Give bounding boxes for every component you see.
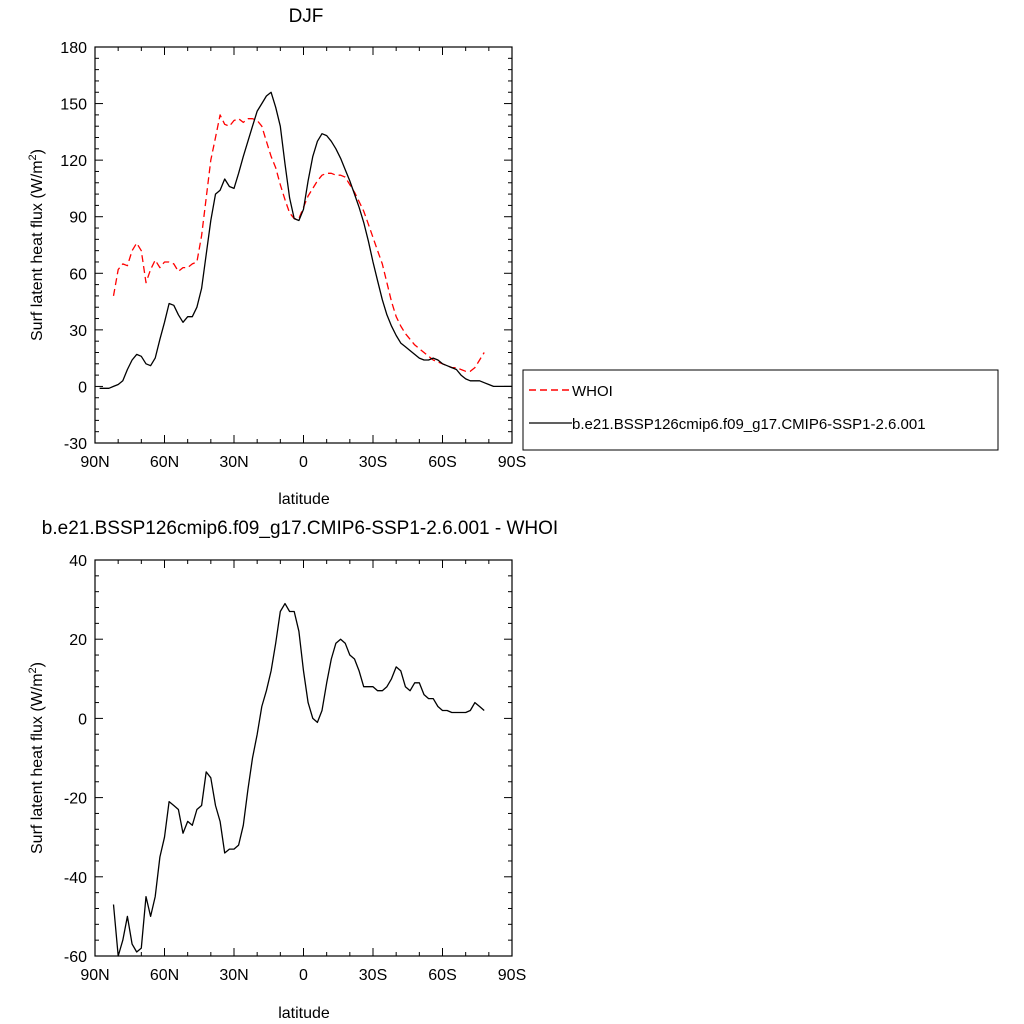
top-y-axis-label-superscript: 2 <box>27 154 39 160</box>
legend-label-model: b.e21.BSSP126cmip6.f09_g17.CMIP6-SSP1-2.… <box>572 416 926 433</box>
bottom-ytick-label: -40 <box>64 870 87 887</box>
top-plot-frame <box>94 46 513 444</box>
bottom-ytick-label: -20 <box>64 791 87 808</box>
bottom-axis-ticks: 90N 60N 30N 0 30S 60S 90S -60 -40 -20 0 20 40 <box>64 553 526 984</box>
bottom-y-axis-label-close: ) <box>29 662 46 667</box>
top-xtick-label: 60N <box>150 454 179 471</box>
bottom-panel: b.e21.BSSP126cmip6.f09_g17.CMIP6-SSP1-2.… <box>27 518 558 1022</box>
bottom-ytick-label: -60 <box>64 949 87 966</box>
bottom-xtick-label: 60N <box>150 967 179 984</box>
bottom-ytick-label: 20 <box>69 632 87 649</box>
legend: WHOI b.e21.BSSP126cmip6.f09_g17.CMIP6-SS… <box>522 369 999 451</box>
top-axis-ticks: 90N 60N 30N 0 30S 60S 90S -30 0 30 60 90 120 150 180 <box>60 40 526 471</box>
top-panel: DJF 90N 60N 30N 0 30S 60S 90S -30 0 30 60 90 120 150 1… <box>27 6 999 508</box>
bottom-y-axis-label: Surf latent heat flux (W/m2) <box>27 662 46 854</box>
top-xtick-label: 0 <box>299 454 308 471</box>
top-y-axis-label-text: Surf latent heat flux (W/m <box>29 160 46 341</box>
top-ytick-label: 60 <box>69 266 87 283</box>
bottom-y-axis-label-text: Surf latent heat flux (W/m <box>29 673 46 854</box>
top-series-line-1 <box>99 91 512 389</box>
top-series-group <box>99 91 512 389</box>
bottom-chart-title: b.e21.BSSP126cmip6.f09_g17.CMIP6-SSP1-2.… <box>42 518 558 539</box>
bottom-xtick-label: 30N <box>219 967 248 984</box>
legend-box <box>522 369 999 451</box>
bottom-ytick-label: 0 <box>78 711 87 728</box>
bottom-xtick-label: 90N <box>80 967 109 984</box>
top-ytick-label: 150 <box>60 97 87 114</box>
top-xtick-label: 30S <box>359 454 387 471</box>
top-ytick-label: -30 <box>64 436 87 453</box>
bottom-plot-frame <box>94 559 513 957</box>
bottom-x-axis-label: latitude <box>278 1005 330 1022</box>
bottom-xtick-label: 30S <box>359 967 387 984</box>
top-ytick-label: 30 <box>69 323 87 340</box>
bottom-ytick-label: 40 <box>69 553 87 570</box>
top-ytick-label: 90 <box>69 210 87 227</box>
bottom-xtick-label: 60S <box>428 967 456 984</box>
bottom-xtick-label: 90S <box>498 967 526 984</box>
top-series-line-0 <box>112 114 485 372</box>
bottom-series-group <box>112 602 485 957</box>
top-xtick-label: 60S <box>428 454 456 471</box>
top-x-axis-label: latitude <box>278 491 330 508</box>
top-ytick-label: 0 <box>78 379 87 396</box>
legend-label-whoi: WHOI <box>572 383 613 400</box>
top-y-axis-label-close: ) <box>29 149 46 154</box>
top-xtick-label: 90N <box>80 454 109 471</box>
top-chart-title: DJF <box>289 6 324 27</box>
top-xtick-label: 30N <box>219 454 248 471</box>
top-y-axis-label: Surf latent heat flux (W/m2) <box>27 149 46 341</box>
top-ytick-label: 120 <box>60 153 87 170</box>
top-ytick-label: 180 <box>60 40 87 57</box>
bottom-xtick-label: 0 <box>299 967 308 984</box>
bottom-y-axis-label-superscript: 2 <box>27 667 39 673</box>
top-xtick-label: 90S <box>498 454 526 471</box>
bottom-series-line-0 <box>112 602 485 957</box>
